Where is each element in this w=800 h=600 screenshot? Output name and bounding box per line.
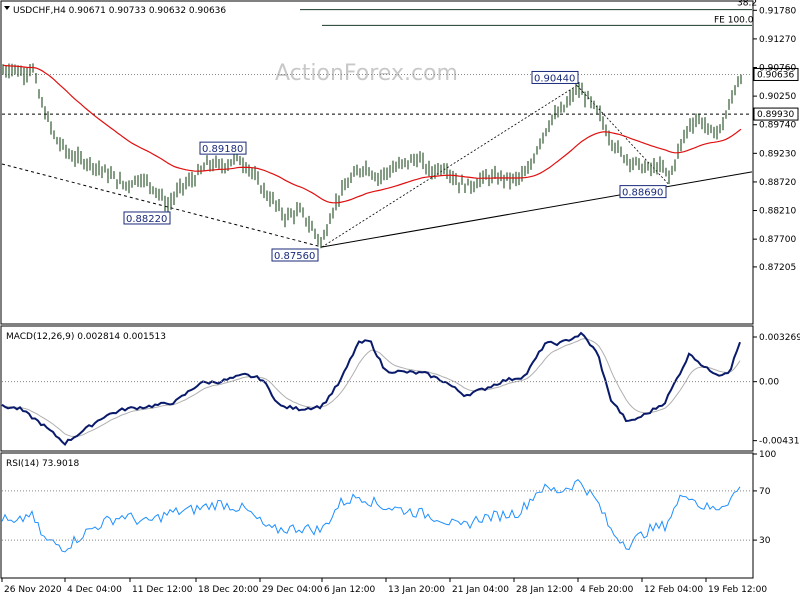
- pivot-label: 0.88690: [622, 188, 663, 199]
- fe-level-label: FE 100.0: [714, 15, 754, 25]
- support-price-label: 0.89930: [757, 110, 794, 120]
- macd-tick-label: -0.004316: [759, 437, 800, 447]
- pivot-label: 0.87560: [274, 251, 315, 262]
- pivot-label-box: [531, 70, 579, 84]
- macd-tick-label: 0.003269: [759, 333, 800, 343]
- pivot-label-box: [271, 248, 319, 262]
- pivot-label: 0.90440: [534, 73, 575, 84]
- rsi-tick-label: 70: [759, 487, 771, 497]
- price-tick-label: 0.87700: [759, 235, 796, 245]
- macd-panel: [0, 325, 754, 452]
- x-axis-label: 18 Dec 20:00: [198, 585, 259, 595]
- watermark: ActionForex.com: [275, 61, 458, 86]
- title-arrow-icon: [4, 6, 10, 10]
- x-axis-label: 21 Jan 04:00: [452, 585, 509, 595]
- rsi-panel: [0, 452, 754, 579]
- price-tick-label: 0.91780: [759, 6, 796, 16]
- x-axis-label: 4 Dec 04:00: [67, 585, 122, 595]
- pivot-label-box: [123, 211, 171, 225]
- pivot-label: 0.88220: [126, 214, 167, 225]
- rsi-title: RSI(14) 73.9018: [6, 459, 79, 469]
- rising-trendline: [321, 171, 753, 248]
- price-tick-label: 0.88210: [759, 207, 796, 217]
- pivot-label-box: [619, 185, 667, 199]
- price-tick-label: 0.88720: [759, 178, 796, 188]
- price-tick-label: 0.87205: [759, 263, 796, 273]
- price-tick-label: 0.89230: [759, 149, 796, 159]
- price-tick-label: 0.91270: [759, 35, 796, 45]
- fib-level-label: 38.2: [737, 0, 757, 9]
- x-axis-label: 11 Dec 12:00: [132, 585, 193, 595]
- x-axis-label: 4 Feb 20:00: [580, 585, 634, 595]
- x-axis-label: 13 Jan 20:00: [388, 585, 445, 595]
- price-tick-label: 0.89740: [759, 121, 796, 131]
- macd-tick-label: 0.00: [759, 378, 779, 388]
- price-tick-label: 0.90760: [759, 64, 796, 74]
- x-axis-label: 29 Dec 04:00: [262, 585, 323, 595]
- pivot-label-box: [199, 141, 247, 155]
- support-price-box: [753, 107, 799, 121]
- x-axis-label: 12 Feb 04:00: [644, 585, 703, 595]
- pivot-label: 0.89180: [202, 144, 243, 155]
- rsi-tick-label: 100: [759, 450, 776, 460]
- macd-signal-line: [1, 338, 741, 437]
- moving-average-line: [2, 64, 742, 204]
- macd-line: [1, 331, 741, 447]
- rsi-line: [1, 479, 741, 553]
- price-panel: [0, 0, 754, 325]
- x-axis-label: 28 Jan 12:00: [516, 585, 573, 595]
- x-axis-label: 6 Jan 12:00: [324, 585, 376, 595]
- x-axis-label: 26 Nov 2020: [4, 585, 62, 595]
- last-price-label: 0.90636: [757, 70, 794, 80]
- dashed-trendline: [1, 163, 323, 248]
- macd-title: MACD(12,26,9) 0.002814 0.001513: [6, 332, 166, 342]
- x-axis-label: 19 Feb 12:00: [708, 585, 767, 595]
- chart-title: USDCHF,H4 0.90671 0.90733 0.90632 0.9063…: [13, 6, 226, 16]
- price-tick-label: 0.90250: [759, 92, 796, 102]
- last-price-box: [753, 67, 799, 81]
- rsi-tick-label: 30: [759, 536, 771, 546]
